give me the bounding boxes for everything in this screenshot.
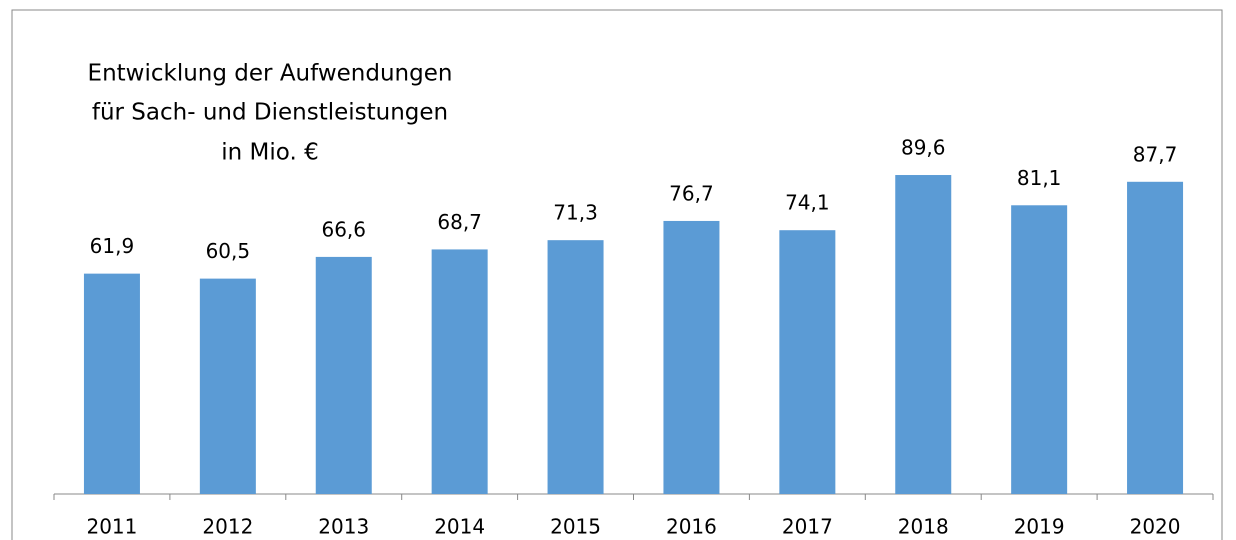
bar [431,249,488,494]
chart-title: in Mio. € [221,140,318,166]
value-label: 81,1 [1017,166,1062,190]
value-label: 68,7 [437,210,482,234]
bar [779,230,836,495]
bar [315,256,372,494]
bar [199,278,256,494]
x-tick-label: 2018 [898,515,949,539]
value-label: 87,7 [1133,142,1178,166]
bar [547,240,604,494]
bar [663,220,720,494]
value-label: 74,1 [785,191,830,215]
x-tick-label: 2019 [1014,515,1065,539]
x-tick-label: 2020 [1130,515,1181,539]
bar [1011,205,1068,494]
chart-title: Entwicklung der Aufwendungen [88,61,453,87]
x-tick-label: 2017 [782,515,833,539]
value-label: 71,3 [553,201,598,225]
x-tick-label: 2014 [434,515,485,539]
chart-frame [11,9,1223,540]
value-label: 61,9 [90,234,135,258]
bar [83,273,140,494]
x-tick-label: 2013 [318,515,369,539]
bar [895,175,952,495]
value-label: 89,6 [901,136,946,160]
value-label: 66,6 [321,217,366,241]
x-tick-label: 2016 [666,515,717,539]
bar [1127,181,1184,494]
value-label: 60,5 [206,239,251,263]
value-label: 76,7 [669,181,714,205]
x-tick-label: 2012 [202,515,253,539]
x-tick-label: 2011 [86,515,137,539]
chart-title: für Sach- und Dienstleistungen [92,100,448,126]
x-tick-label: 2015 [550,515,601,539]
